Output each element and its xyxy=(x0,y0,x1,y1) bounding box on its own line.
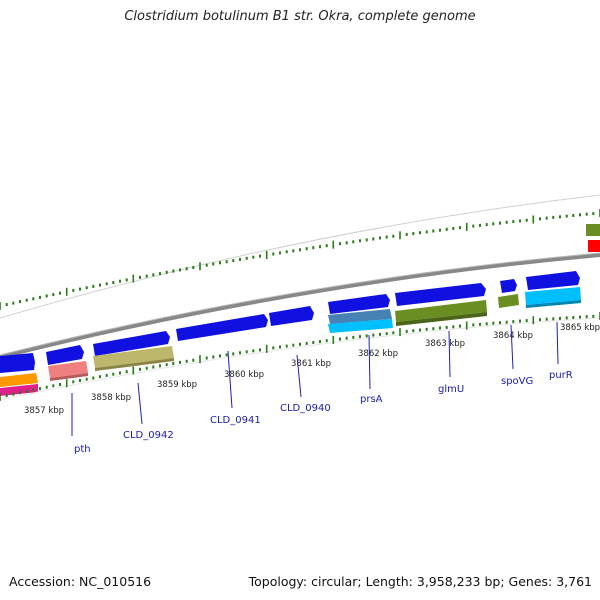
ticks-lower xyxy=(0,312,600,401)
track-outer-border xyxy=(0,194,600,319)
kbp-label: 3861 kbp xyxy=(291,359,331,369)
gene-arrow-CLD_0940 xyxy=(269,306,314,326)
map-title: Clostridium botulinum B1 str. Okra, comp… xyxy=(124,9,476,24)
gene-arrow-spoVG xyxy=(500,279,517,293)
kbp-label: 3859 kbp xyxy=(157,380,197,390)
gene-arrow-glmU xyxy=(395,283,486,306)
gene-arrow xyxy=(0,353,35,373)
kbp-label: 3862 kbp xyxy=(358,349,398,359)
kbp-label: 3863 kbp xyxy=(425,339,465,349)
kbp-label: 3860 kbp xyxy=(224,370,264,380)
kbp-label: 3865 kbp xyxy=(560,323,600,333)
gene-label-spoVG: spoVG xyxy=(501,376,533,387)
backbone-highlight xyxy=(0,252,600,356)
ticks-upper xyxy=(0,209,600,310)
feature-bar-magenta xyxy=(0,384,38,396)
kbp-label: 3858 kbp xyxy=(91,393,131,403)
gene-label-CLD_0942: CLD_0942 xyxy=(123,430,174,441)
gene-label-glmU: glmU xyxy=(438,384,464,395)
accession-text: Accession: NC_010516 xyxy=(9,574,152,589)
feature-bar-skyblue-shade xyxy=(526,300,581,308)
feature-bar-orange xyxy=(0,373,38,387)
gene-label-pth: pth xyxy=(74,444,91,455)
feature-bar-khaki xyxy=(93,346,174,368)
gene-arrow-CLD_0942 xyxy=(93,331,170,356)
gene-label-CLD_0941: CLD_0941 xyxy=(210,415,261,426)
gene-label-prsA: prsA xyxy=(360,394,383,405)
topology-text: Topology: circular; Length: 3,958,233 bp… xyxy=(248,574,592,589)
feature-bar-cyan xyxy=(328,319,393,333)
gene-arrow-purR xyxy=(526,271,580,290)
gene-arrow-prsA xyxy=(328,294,390,314)
feature-bar-salmon-shade xyxy=(50,373,88,381)
gene-label-CLD_0940: CLD_0940 xyxy=(280,403,331,414)
gene-arrow-CLD_0941 xyxy=(176,314,268,341)
gene-leader-lines xyxy=(71,321,559,436)
feature-upper-red xyxy=(588,240,600,252)
kbp-label: 3864 kbp xyxy=(493,331,533,341)
gene-label-purR: purR xyxy=(549,370,573,381)
track-inner-border xyxy=(0,317,600,401)
feature-bar-skyblue xyxy=(525,287,581,305)
feature-bar-olive xyxy=(395,300,487,322)
feature-bar-khaki-shade xyxy=(95,358,174,371)
feature-upper-green xyxy=(586,224,600,236)
backbone xyxy=(0,253,600,359)
gene-arrow-pth xyxy=(46,345,84,365)
feature-bar-salmon xyxy=(48,361,88,378)
feature-bar-olive-spoVG xyxy=(498,294,519,308)
feature-bar-olive-shade xyxy=(396,312,487,326)
kbp-label: 3857 kbp xyxy=(24,406,64,416)
